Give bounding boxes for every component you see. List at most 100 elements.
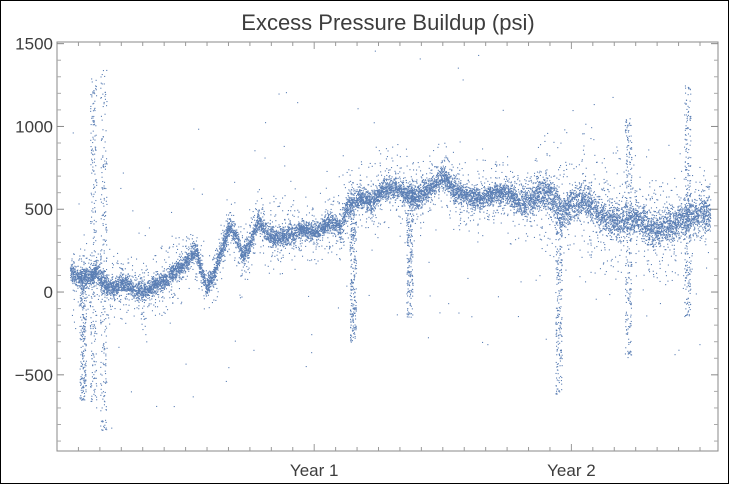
data-point	[563, 202, 565, 204]
data-point	[138, 297, 140, 299]
data-point	[360, 199, 362, 201]
data-point	[660, 233, 662, 235]
data-point	[175, 279, 177, 281]
data-point	[143, 293, 145, 295]
data-point	[611, 226, 613, 228]
data-point	[590, 214, 592, 216]
data-point	[169, 275, 171, 277]
data-point	[185, 266, 187, 268]
data-point	[145, 291, 147, 293]
data-point	[133, 293, 135, 295]
data-point	[699, 209, 701, 211]
data-point	[379, 183, 381, 185]
data-point	[316, 231, 318, 233]
data-point	[706, 230, 708, 232]
data-point	[368, 197, 370, 199]
data-point	[620, 212, 622, 214]
data-point	[518, 208, 520, 210]
data-point	[380, 186, 382, 188]
data-point	[652, 225, 654, 227]
data-point	[337, 221, 339, 223]
data-point	[363, 206, 365, 208]
data-point	[322, 232, 324, 234]
data-point	[585, 207, 587, 209]
data-point	[463, 187, 465, 189]
data-point	[359, 194, 361, 196]
data-point	[675, 230, 677, 232]
data-point	[236, 236, 238, 238]
data-point	[310, 234, 312, 236]
data-point	[163, 288, 165, 290]
data-point	[116, 292, 118, 294]
data-point	[470, 193, 472, 195]
data-point	[94, 277, 96, 279]
data-point	[303, 229, 305, 231]
data-point	[617, 223, 619, 225]
data-point	[355, 191, 357, 193]
data-point	[686, 210, 688, 212]
data-point	[665, 217, 667, 219]
data-point	[327, 221, 329, 223]
data-point	[144, 283, 146, 285]
data-point	[404, 198, 406, 200]
data-point	[387, 182, 389, 184]
data-point	[463, 192, 465, 194]
data-point	[125, 289, 127, 291]
data-point	[556, 190, 558, 192]
data-point	[321, 231, 323, 233]
data-point	[335, 223, 337, 225]
data-point	[502, 188, 504, 190]
data-point	[195, 249, 197, 251]
data-point	[282, 246, 284, 248]
data-point	[691, 217, 693, 219]
data-point	[368, 206, 370, 208]
data-point	[436, 175, 438, 177]
data-point	[193, 245, 195, 247]
data-point	[545, 172, 547, 174]
data-point	[431, 186, 433, 188]
data-point	[251, 244, 253, 246]
data-point	[504, 195, 506, 197]
data-point	[580, 210, 582, 212]
data-point	[131, 275, 133, 277]
data-point	[503, 186, 505, 188]
data-point	[395, 172, 397, 174]
data-point	[397, 185, 399, 187]
data-point	[661, 224, 663, 226]
data-point	[220, 250, 222, 252]
data-point	[451, 185, 453, 187]
data-point	[360, 198, 362, 200]
data-point	[700, 211, 702, 213]
data-point	[311, 224, 313, 226]
data-point	[225, 243, 227, 245]
data-point	[539, 192, 541, 194]
data-point	[538, 188, 540, 190]
data-point	[96, 266, 98, 268]
data-point	[242, 252, 244, 254]
data-point	[636, 224, 638, 226]
data-point	[676, 225, 678, 227]
data-point	[204, 279, 206, 281]
data-point	[258, 220, 260, 222]
data-point	[525, 207, 527, 209]
data-point	[70, 274, 72, 276]
data-point	[359, 199, 361, 201]
data-point	[124, 297, 126, 299]
data-point	[210, 276, 212, 278]
data-point	[525, 197, 527, 199]
data-point	[244, 244, 246, 246]
data-point	[522, 213, 524, 215]
data-point	[595, 203, 597, 205]
data-point	[325, 219, 327, 221]
data-point	[157, 294, 159, 296]
data-point	[644, 226, 646, 228]
data-point	[188, 258, 190, 260]
data-point	[306, 239, 308, 241]
data-point	[79, 282, 81, 284]
data-point	[581, 196, 583, 198]
data-point	[668, 227, 670, 229]
data-point	[224, 244, 226, 246]
data-point	[424, 184, 426, 186]
data-point	[541, 199, 543, 201]
data-point	[448, 190, 450, 192]
